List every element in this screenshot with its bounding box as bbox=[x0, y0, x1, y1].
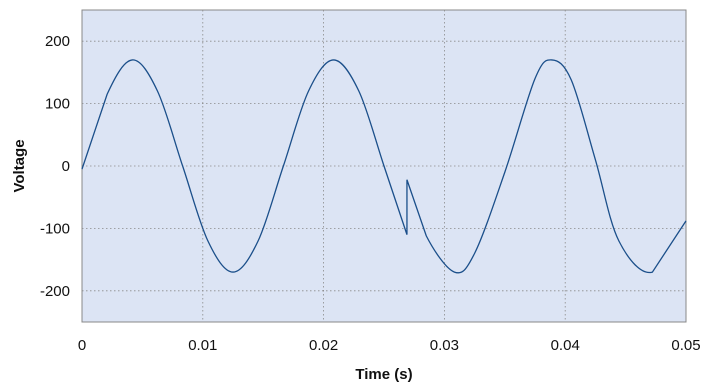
y-tick-label: 0 bbox=[62, 158, 70, 175]
x-tick-label: 0.02 bbox=[309, 337, 338, 354]
x-tick-label: 0.03 bbox=[430, 337, 459, 354]
y-tick-label: -200 bbox=[40, 283, 70, 300]
x-tick-label: 0.01 bbox=[188, 337, 217, 354]
y-axis-title: Voltage bbox=[11, 139, 28, 192]
y-tick-label: 100 bbox=[45, 96, 70, 113]
tick-labels: 0 0.01 0.02 0.03 0.04 0.05 200 100 0 -100 -200 bbox=[40, 33, 701, 354]
x-tick-label: 0.04 bbox=[551, 337, 580, 354]
y-tick-label: -100 bbox=[40, 220, 70, 237]
x-tick-label: 0 bbox=[78, 337, 86, 354]
x-axis-title: Time (s) bbox=[355, 366, 412, 383]
x-tick-label: 0.05 bbox=[671, 337, 700, 354]
voltage-series-line bbox=[81, 59, 687, 274]
y-tick-label: 200 bbox=[45, 33, 70, 50]
